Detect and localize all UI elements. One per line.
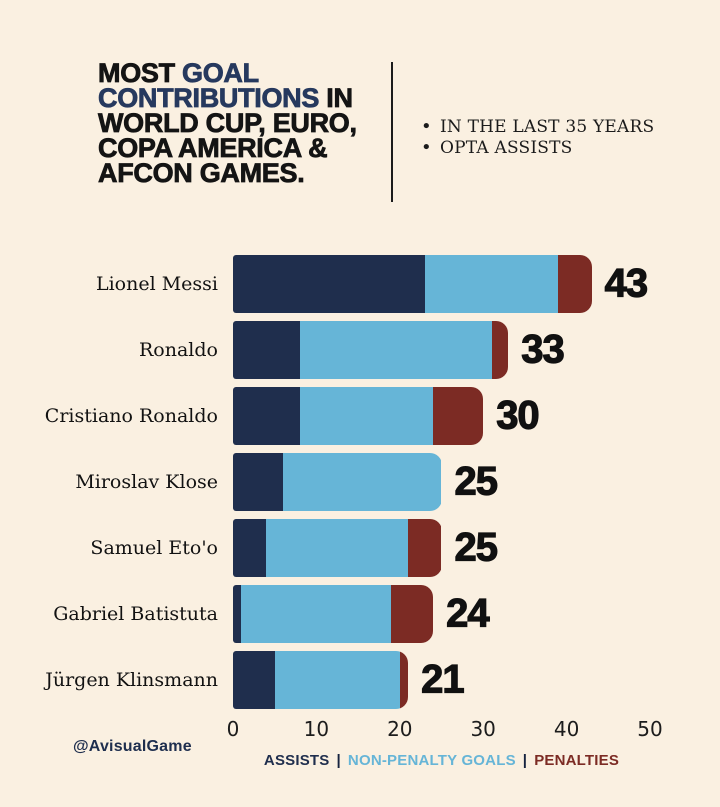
x-axis: 0 10 20 30 40 50	[227, 717, 663, 745]
chart-row: Samuel Eto'o 25	[0, 519, 720, 577]
x-axis-tick: 0	[226, 717, 240, 741]
bar-segment-assists	[233, 585, 242, 643]
stacked-bar	[233, 255, 592, 313]
bar-track: 21	[233, 651, 650, 709]
x-axis-tick: 40	[553, 717, 580, 741]
total-label: 43	[604, 261, 649, 306]
stacked-bar	[233, 321, 509, 379]
player-label: Ronaldo	[139, 339, 218, 361]
player-label: Lionel Messi	[95, 273, 218, 295]
bar-segment-penalties	[558, 255, 592, 313]
player-label: Cristiano Ronaldo	[44, 405, 218, 427]
chart-row: Ronaldo 33	[0, 321, 720, 379]
chart-row: Cristiano Ronaldo 30	[0, 387, 720, 445]
total-label: 33	[521, 327, 566, 372]
bar-track: 30	[233, 387, 650, 445]
bar-segment-penalties	[491, 321, 509, 379]
bar-segment-non-penalty-goals	[299, 321, 492, 379]
legend-separator: |	[336, 752, 341, 769]
total-label: 24	[446, 591, 491, 636]
total-label: 25	[454, 525, 499, 570]
legend-penalties: PENALTIES	[534, 752, 620, 769]
chart-rows: Lionel Messi 43 Ronaldo 33 Cristiano Ronaldo…	[0, 255, 720, 709]
page-title: MOST GOAL CONTRIBUTIONS IN WORLD CUP, EU…	[98, 58, 358, 188]
chart-row: Miroslav Klose 25	[0, 453, 720, 511]
bar-segment-assists	[233, 453, 284, 511]
bar-segment-non-penalty-goals	[283, 453, 442, 511]
title-text-black: IN	[319, 83, 354, 113]
player-label: Gabriel Batistuta	[53, 603, 218, 625]
x-axis-tick: 50	[637, 717, 663, 741]
bar-segment-non-penalty-goals	[266, 519, 409, 577]
chart-row: Jürgen Klinsmann 21	[0, 651, 720, 709]
legend-assists: ASSISTS	[263, 752, 330, 769]
stacked-bar	[233, 387, 484, 445]
stacked-bar	[233, 651, 409, 709]
legend-non-penalty-goals: NON-PENALTY GOALS	[347, 752, 516, 769]
legend-separator: |	[522, 752, 528, 769]
bar-segment-assists	[233, 255, 425, 313]
watermark-handle: @AvisualGame	[73, 738, 192, 755]
title-line-5: AFCON GAMES.	[98, 158, 306, 188]
bar-segment-non-penalty-goals	[424, 255, 559, 313]
player-label: Miroslav Klose	[75, 471, 218, 493]
chart-legend: ASSISTS | NON-PENALTY GOALS | PENALTIES	[233, 752, 650, 769]
chart-row: Gabriel Batistuta 24	[0, 585, 720, 643]
bar-segment-non-penalty-goals	[299, 387, 434, 445]
bar-segment-penalties	[399, 651, 409, 709]
title-text-accent: GOAL	[182, 58, 260, 88]
bar-segment-non-penalty-goals	[241, 585, 392, 643]
total-label: 30	[496, 393, 541, 438]
bar-track: 25	[233, 519, 650, 577]
bullet-item: OPTA ASSISTS	[421, 137, 654, 159]
bar-track: 33	[233, 321, 650, 379]
bullet-item: IN THE LAST 35 YEARS	[421, 116, 654, 138]
header-bullets: IN THE LAST 35 YEARS OPTA ASSISTS	[421, 116, 654, 159]
stacked-bar	[233, 453, 442, 511]
title-line-1: MOST GOAL	[98, 58, 357, 88]
bar-segment-assists	[233, 651, 275, 709]
bar-segment-assists	[233, 321, 300, 379]
bar-segment-penalties	[391, 585, 434, 643]
player-label: Jürgen Klinsmann	[45, 669, 218, 691]
x-axis-tick: 30	[470, 717, 496, 741]
total-label: 25	[454, 459, 499, 504]
title-line-2: CONTRIBUTIONS IN	[98, 83, 357, 113]
title-text-black: MOST	[98, 58, 182, 88]
x-axis-tick: 20	[387, 717, 413, 741]
bar-track: 24	[233, 585, 650, 643]
chart-row: Lionel Messi 43	[0, 255, 720, 313]
x-axis-tick: 10	[303, 717, 330, 741]
bar-segment-penalties	[408, 519, 442, 577]
bar-track: 25	[233, 453, 650, 511]
bar-segment-non-penalty-goals	[274, 651, 400, 709]
player-label: Samuel Eto'o	[90, 537, 218, 559]
bar-track: 43	[233, 255, 650, 313]
goal-contributions-chart: Lionel Messi 43 Ronaldo 33 Cristiano Ronaldo…	[0, 255, 720, 769]
header-divider	[391, 62, 393, 202]
title-line-3: WORLD CUP, EURO,	[98, 108, 358, 138]
title-text-accent: CONTRIBUTIONS	[98, 83, 320, 113]
title-line-4: COPA AMERICA &	[98, 133, 328, 163]
bar-segment-assists	[233, 387, 300, 445]
stacked-bar	[233, 519, 442, 577]
stacked-bar	[233, 585, 434, 643]
total-label: 21	[421, 657, 466, 702]
bar-segment-penalties	[433, 387, 484, 445]
bar-segment-assists	[233, 519, 267, 577]
